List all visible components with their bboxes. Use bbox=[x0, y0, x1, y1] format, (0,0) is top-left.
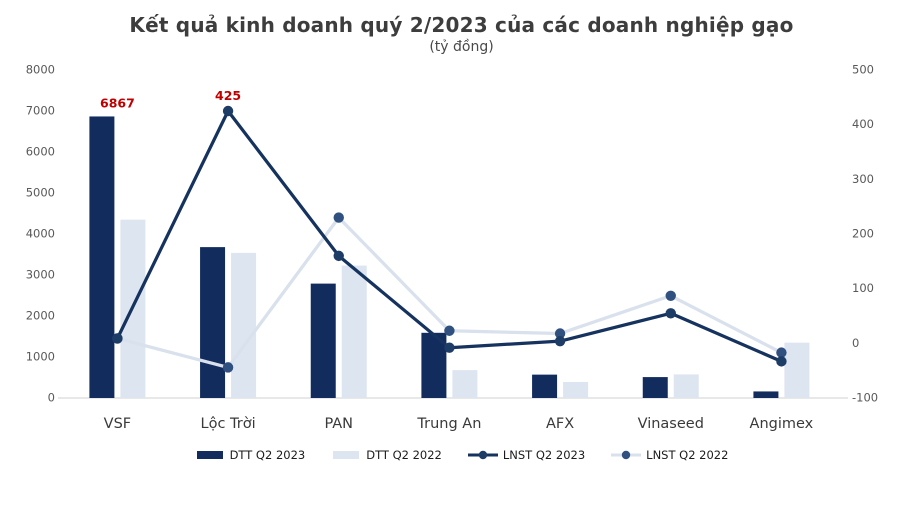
bar-dtt-q2-2023-angimex bbox=[753, 390, 779, 398]
legend-swatch-lnst-q2-2022-line-icon bbox=[611, 450, 642, 459]
bar-dtt-q2-2023-vinaseed bbox=[642, 376, 668, 398]
marker-lnst-q2-2023-vsf bbox=[112, 332, 123, 344]
marker-lnst-q2-2023-pan bbox=[333, 250, 344, 261]
left-axis-tick-label: 1000 bbox=[26, 349, 55, 363]
marker-lnst-q2-2022-l-c-tr-i bbox=[222, 361, 234, 373]
bar-dtt-q2-2022-angimex bbox=[784, 342, 810, 398]
category-label-vsf: VSF bbox=[104, 416, 131, 432]
marker-lnst-q2-2022-angimex bbox=[776, 346, 787, 358]
category-label-afx: AFX bbox=[546, 416, 574, 432]
right-axis-ticks: 500 400 300 200 100 0 -100 bbox=[852, 62, 878, 404]
legend-swatch-lnst-q2-2023-line-icon bbox=[467, 450, 498, 459]
legend-label-lnst-q2-2023: LNST Q2 2023 bbox=[502, 447, 586, 462]
right-axis-tick-label: 500 bbox=[852, 62, 874, 76]
left-axis-tick-label: 7000 bbox=[26, 103, 55, 117]
legend-label-dtt-q2-2022: DTT Q2 2022 bbox=[366, 447, 442, 462]
category-label-trung-an: Trung An bbox=[416, 416, 481, 432]
category-label-angimex: Angimex bbox=[750, 416, 814, 432]
legend-item-lnst-q2-2023: LNST Q2 2023 bbox=[467, 447, 586, 462]
left-axis-tick-label: 5000 bbox=[26, 185, 55, 199]
marker-lnst-q2-2022-pan bbox=[333, 211, 344, 223]
bar-dtt-q2-2022-trung-an bbox=[452, 369, 478, 398]
category-label-pan: PAN bbox=[324, 416, 353, 432]
right-axis-tick-label: -100 bbox=[852, 390, 878, 404]
left-axis-tick-label: 3000 bbox=[26, 267, 55, 281]
right-axis-tick-label: 200 bbox=[852, 226, 874, 240]
marker-lnst-q2-2022-trung-an bbox=[444, 325, 455, 336]
right-axis-tick-label: 100 bbox=[852, 281, 874, 295]
legend-bar-glyph bbox=[196, 450, 223, 459]
bar-dtt-q2-2023-pan bbox=[310, 283, 336, 398]
marker-lnst-q2-2023-angimex bbox=[776, 355, 787, 367]
right-axis-tick-label: 0 bbox=[852, 335, 859, 349]
left-axis-ticks: 8000 7000 6000 5000 4000 3000 2000 1000 0 bbox=[26, 62, 55, 404]
legend-swatch-dtt-q2-2023-bar-icon bbox=[196, 450, 223, 459]
legend-item-dtt-q2-2022: DTT Q2 2022 bbox=[331, 448, 442, 462]
marker-lnst-q2-2023-l-c-tr-i bbox=[222, 105, 234, 116]
legend-label-dtt-q2-2023: DTT Q2 2023 bbox=[229, 447, 306, 462]
bar-series-dtt-q2-2023 bbox=[89, 115, 779, 398]
bar-dtt-q2-2022-pan bbox=[341, 265, 367, 398]
bar-dtt-q2-2022-afx bbox=[563, 381, 589, 398]
marker-lnst-q2-2023-trung-an bbox=[444, 342, 455, 353]
left-axis-tick-label: 2000 bbox=[26, 308, 55, 322]
marker-lnst-q2-2022-vinaseed bbox=[665, 290, 676, 301]
left-axis-tick-label: 0 bbox=[48, 390, 55, 404]
legend-swatch-dtt-q2-2022-bar-icon bbox=[333, 450, 360, 459]
data-label-425: 425 bbox=[215, 88, 241, 103]
legend-item-lnst-q2-2022: LNST Q2 2022 bbox=[611, 448, 728, 462]
data-label-6867: 6867 bbox=[100, 95, 135, 110]
chart-subtitle: (tỷ đồng) bbox=[429, 39, 494, 55]
left-axis-tick-label: 6000 bbox=[26, 144, 55, 158]
chart-title: Kết quả kinh doanh quý 2/2023 của các do… bbox=[129, 13, 794, 37]
marker-lnst-q2-2022-afx bbox=[554, 327, 566, 339]
legend-bar-glyph bbox=[333, 450, 360, 459]
chart-header: Kết quả kinh doanh quý 2/2023 của các do… bbox=[0, 0, 923, 57]
right-axis-tick-label: 400 bbox=[852, 117, 874, 131]
legend-item-dtt-q2-2023: DTT Q2 2023 bbox=[195, 447, 306, 462]
legend-dot-glyph bbox=[478, 450, 488, 459]
left-axis-tick-label: 4000 bbox=[26, 226, 55, 240]
category-label-l-c-tr-i: Lộc Trời bbox=[201, 416, 256, 432]
marker-lnst-q2-2023-afx bbox=[554, 335, 566, 346]
legend-dot-glyph bbox=[621, 450, 631, 459]
left-axis-tick-label: 8000 bbox=[26, 62, 55, 76]
category-label-vinaseed: Vinaseed bbox=[638, 416, 704, 432]
marker-lnst-q2-2023-vinaseed bbox=[665, 307, 676, 318]
bar-dtt-q2-2022-vinaseed bbox=[673, 373, 699, 398]
bar-dtt-q2-2023-afx bbox=[532, 374, 558, 398]
bar-dtt-q2-2022-l-c-tr-i bbox=[231, 252, 257, 398]
chart-legend: DTT Q2 2023 DTT Q2 2022 LNST Q2 2023 LNST Q… bbox=[0, 448, 923, 462]
combo-chart-plot: 8000700060005000400030002000100005004003… bbox=[26, 62, 878, 432]
bar-dtt-q2-2023-l-c-tr-i bbox=[200, 246, 226, 398]
line-series-lnst-q2-2023 bbox=[112, 105, 787, 367]
bar-dtt-q2-2023-vsf bbox=[89, 115, 115, 398]
legend-label-lnst-q2-2022: LNST Q2 2022 bbox=[646, 447, 729, 462]
right-axis-tick-label: 300 bbox=[852, 171, 874, 185]
category-labels: VSF Lộc Trời PAN Trung An AFX Vinaseed Angimex bbox=[104, 416, 814, 432]
